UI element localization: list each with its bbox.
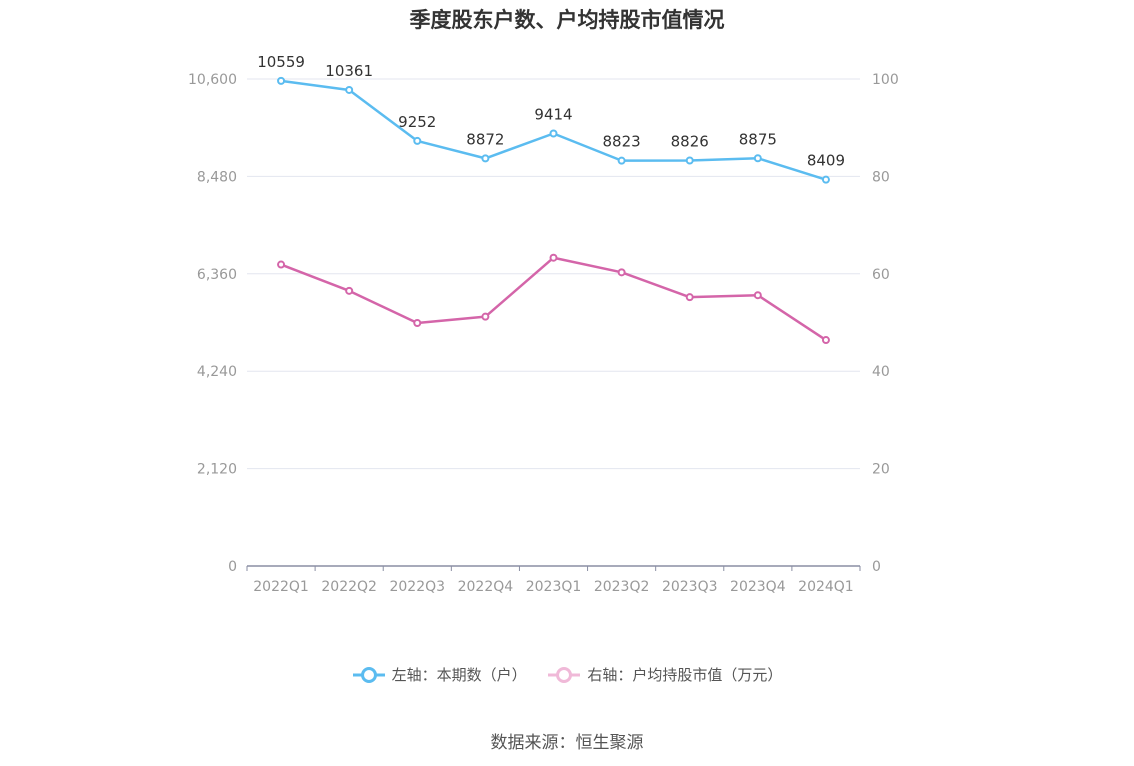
shareholder-count-point [821,175,830,184]
x-axis-tick-label: 2022Q1 [253,579,309,595]
data-label: 8823 [603,133,641,151]
left-axis-tick-label: 0 [228,559,237,575]
shareholder-count-point [617,156,626,165]
left-axis-tick-label: 4,240 [197,364,237,380]
avg-holding-value-point [821,336,830,345]
legend-item-left-series[interactable]: 左轴：本期数（户） [352,664,527,685]
x-axis-tick-label: 2023Q4 [730,579,786,595]
right-axis-tick-label: 0 [872,559,881,575]
data-label: 9414 [534,105,572,123]
left-axis-tick-label: 6,360 [197,267,237,283]
data-label: 9252 [398,113,436,131]
legend-left-series-label: 左轴：本期数（户） [391,666,527,684]
shareholder-count-point [345,85,354,94]
shareholder-count-point [277,76,286,85]
x-axis-tick-label: 2023Q2 [594,579,650,595]
avg-holding-value-point [277,260,286,269]
series-line-avg-holding-value [280,256,827,342]
legend: 左轴：本期数（户） 右轴：户均持股市值（万元） [0,664,1134,689]
right-axis-tick-label: 20 [872,462,890,478]
avg-holding-value-point [345,286,354,295]
legend-right-series-label: 右轴：户均持股市值（万元） [587,666,783,684]
x-axis-tick-label: 2022Q4 [458,579,514,595]
data-label: 10559 [257,53,305,71]
data-label: 8826 [671,133,709,151]
avg-holding-value-point [413,318,422,327]
data-label: 8872 [466,130,504,148]
left-axis-tick-label: 8,480 [197,169,237,185]
x-axis-tick-label: 2022Q3 [389,579,445,595]
avg-holding-value-point [549,253,558,262]
right-axis-tick-label: 100 [872,72,899,88]
avg-holding-value-point [617,268,626,277]
shareholder-count-point [685,156,694,165]
data-label: 10361 [325,62,373,80]
avg-holding-value-point [481,312,490,321]
shareholder-count-point [481,154,490,163]
right-axis-tick-label: 80 [872,169,890,185]
shareholder-count-point [413,136,422,145]
legend-right-series-icon [548,666,581,683]
data-label: 8875 [739,130,777,148]
data-label: 8409 [807,152,845,170]
left-axis-tick-label: 2,120 [197,462,237,478]
x-axis-tick-label: 2024Q1 [798,579,854,595]
right-axis-tick-label: 60 [872,267,890,283]
left-axis-tick-label: 10,600 [188,72,237,88]
x-axis-tick-label: 2023Q1 [526,579,582,595]
legend-left-series-icon [352,666,385,683]
shareholder-count-point [549,129,558,138]
x-axis-tick-label: 2022Q2 [321,579,377,595]
shareholder-count-point [753,154,762,163]
right-axis-tick-label: 40 [872,364,890,380]
x-axis-tick-label: 2023Q3 [662,579,718,595]
legend-item-right-series[interactable]: 右轴：户均持股市值（万元） [547,664,782,685]
avg-holding-value-point [753,291,762,300]
data-source: 数据来源：恒生聚源 [490,733,644,753]
avg-holding-value-point [685,293,694,302]
chart-title: 季度股东户数、户均持股市值情况 [409,8,725,32]
